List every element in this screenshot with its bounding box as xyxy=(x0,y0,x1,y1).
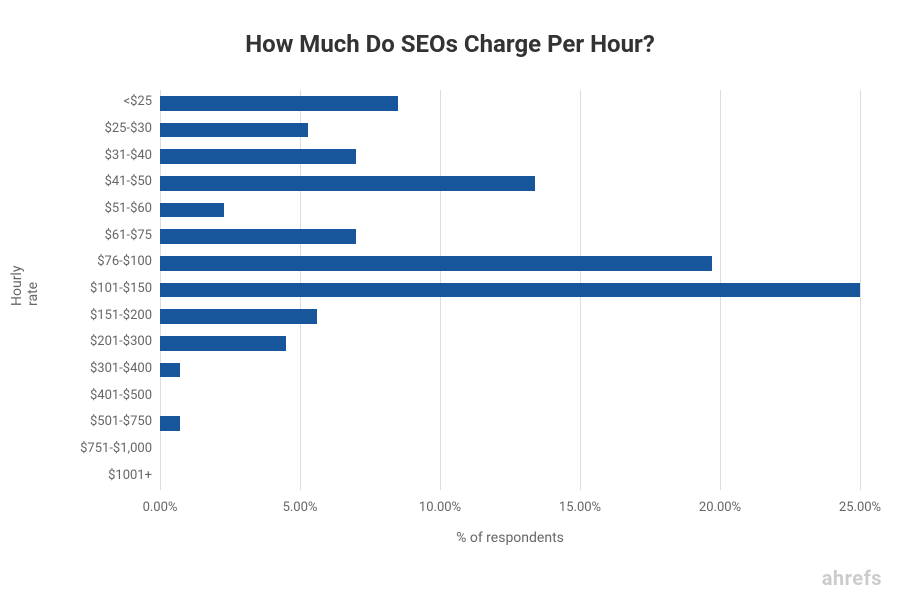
x-tick-label: 20.00% xyxy=(699,500,741,515)
y-tick-label: $51-$60 xyxy=(105,201,152,216)
x-tick-label: 25.00% xyxy=(839,500,881,515)
watermark: ahrefs xyxy=(822,566,882,590)
bar xyxy=(160,149,356,164)
bar xyxy=(160,203,224,218)
x-axis-title: % of respondents xyxy=(160,530,860,546)
y-tick-label: $401-$500 xyxy=(90,388,152,403)
bar xyxy=(160,96,398,111)
y-tick-label: $31-$40 xyxy=(105,148,152,163)
x-tick-label: 0.00% xyxy=(143,500,178,515)
y-tick-label: $101-$150 xyxy=(90,281,152,296)
chart-title: How Much Do SEOs Charge Per Hour? xyxy=(0,30,900,58)
y-tick-label: <$25 xyxy=(123,94,152,109)
gridline xyxy=(860,90,861,490)
bar xyxy=(160,123,308,138)
y-tick-label: $25-$30 xyxy=(105,121,152,136)
y-tick-label: $61-$75 xyxy=(105,228,152,243)
bar xyxy=(160,176,535,191)
bar xyxy=(160,309,317,324)
x-tick-label: 5.00% xyxy=(283,500,318,515)
plot-area xyxy=(160,90,860,490)
bar xyxy=(160,336,286,351)
y-tick-label: $41-$50 xyxy=(105,174,152,189)
chart-container: How Much Do SEOs Charge Per Hour? Hourly… xyxy=(0,0,900,600)
y-tick-label: $751-$1,000 xyxy=(80,441,152,456)
bar xyxy=(160,416,180,431)
y-axis-title: Hourly rate xyxy=(9,286,41,306)
x-tick-label: 10.00% xyxy=(419,500,461,515)
y-tick-label: $501-$750 xyxy=(90,414,152,429)
bar xyxy=(160,256,712,271)
bar xyxy=(160,363,180,378)
y-tick-label: $301-$400 xyxy=(90,361,152,376)
y-tick-label: $1001+ xyxy=(108,468,152,483)
y-tick-label: $201-$300 xyxy=(90,334,152,349)
y-tick-label: $76-$100 xyxy=(97,254,152,269)
bar xyxy=(160,229,356,244)
bar xyxy=(160,283,860,298)
y-tick-label: $151-$200 xyxy=(90,308,152,323)
x-tick-label: 15.00% xyxy=(559,500,601,515)
